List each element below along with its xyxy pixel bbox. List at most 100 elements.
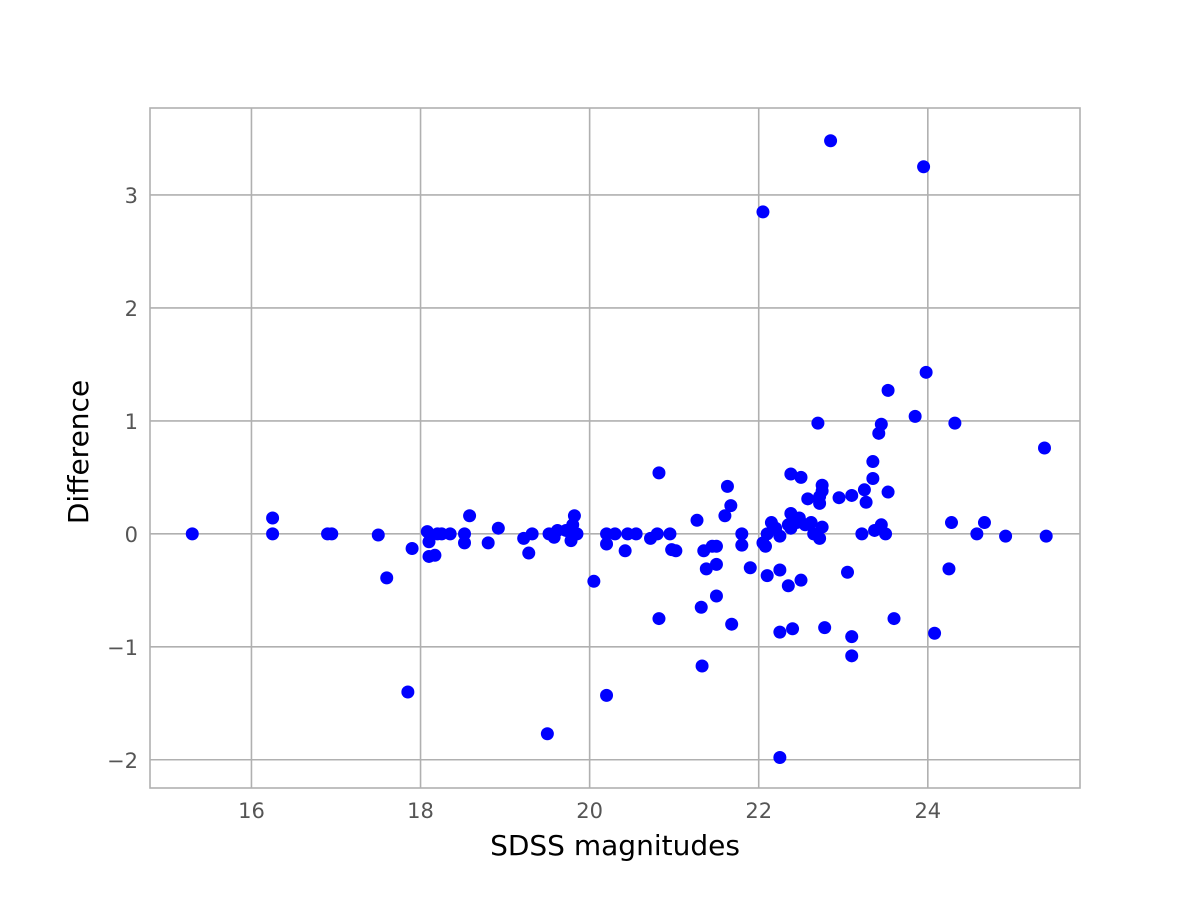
data-point [794, 470, 808, 484]
data-point [694, 600, 708, 614]
y-tick-label: 0 [125, 523, 138, 547]
plot-frame [149, 107, 1081, 789]
data-point [794, 573, 808, 587]
data-point [824, 134, 838, 148]
data-point [1037, 441, 1051, 455]
x-tick-label: 18 [407, 799, 434, 823]
data-point [567, 509, 581, 523]
data-point [458, 536, 472, 550]
data-point [804, 516, 818, 530]
data-point [720, 479, 734, 493]
data-point [735, 538, 749, 552]
y-tick-label: −1 [107, 636, 138, 660]
data-point [600, 537, 614, 551]
data-point [919, 365, 933, 379]
data-point [758, 539, 772, 553]
data-point [735, 527, 749, 541]
data-point [618, 544, 632, 558]
data-point [669, 544, 683, 558]
x-axis-label: SDSS magnitudes [490, 829, 740, 862]
data-points [185, 134, 1053, 765]
data-point [718, 509, 732, 523]
y-tick-label: 3 [125, 184, 138, 208]
data-point [855, 527, 869, 541]
data-point [756, 205, 770, 219]
y-axis-label: Difference [62, 380, 95, 524]
data-point [724, 499, 738, 513]
data-point [325, 527, 339, 541]
data-point [401, 685, 415, 699]
data-point [845, 630, 859, 644]
data-point [428, 548, 442, 562]
data-point [866, 455, 880, 469]
data-point [773, 529, 787, 543]
data-point [832, 491, 846, 505]
data-point [709, 539, 723, 553]
data-point [944, 516, 958, 530]
data-point [405, 542, 419, 556]
data-point [845, 649, 859, 663]
x-tick-labels: 16 18 20 22 24 [238, 799, 941, 823]
data-point [443, 527, 457, 541]
data-point [570, 527, 584, 541]
data-point [422, 535, 436, 549]
y-tick-labels: −2 −1 0 1 2 3 [107, 184, 138, 773]
data-point [784, 467, 798, 481]
data-point [380, 571, 394, 585]
data-point [266, 527, 280, 541]
data-point [970, 527, 984, 541]
data-point [773, 625, 787, 639]
data-point [786, 622, 800, 636]
data-point [663, 527, 677, 541]
data-point [481, 536, 495, 550]
data-point [608, 527, 622, 541]
data-point [801, 492, 815, 506]
data-point [420, 525, 434, 539]
data-point [948, 416, 962, 430]
x-tick-label: 16 [238, 799, 265, 823]
data-point [652, 612, 666, 626]
y-tick-label: −2 [107, 749, 138, 773]
data-point [815, 484, 829, 498]
y-tick-label: 1 [125, 410, 138, 434]
data-point [743, 561, 757, 575]
data-point [725, 617, 739, 631]
data-point [773, 563, 787, 577]
data-point [600, 688, 614, 702]
data-point [818, 621, 832, 635]
data-point [881, 383, 895, 397]
data-point [522, 546, 536, 560]
grid-lines [150, 108, 1080, 788]
data-point [540, 727, 554, 741]
data-point [928, 626, 942, 640]
data-point [760, 569, 774, 583]
data-point [629, 527, 643, 541]
data-point [525, 527, 539, 541]
data-point [773, 751, 787, 765]
data-point [587, 574, 601, 588]
data-point [690, 513, 704, 527]
data-point [977, 516, 991, 530]
data-point [458, 527, 472, 541]
data-point [699, 562, 713, 576]
data-point [815, 520, 829, 534]
data-point [999, 529, 1013, 543]
y-tick-label: 2 [125, 297, 138, 321]
data-point [942, 562, 956, 576]
data-point [185, 527, 199, 541]
data-point [709, 557, 723, 571]
data-point [709, 589, 723, 603]
data-point [857, 483, 871, 497]
data-point [650, 527, 664, 541]
data-point [491, 521, 505, 535]
x-tick-label: 20 [576, 799, 603, 823]
data-point [266, 511, 280, 525]
data-point [866, 471, 880, 485]
data-point [652, 466, 666, 480]
data-point [874, 417, 888, 431]
data-point [463, 509, 477, 523]
data-point [371, 528, 385, 542]
data-point [845, 488, 859, 502]
